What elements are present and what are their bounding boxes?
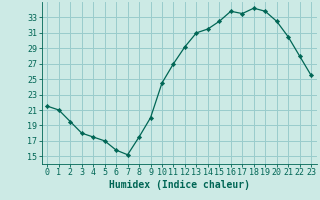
X-axis label: Humidex (Indice chaleur): Humidex (Indice chaleur)	[109, 180, 250, 190]
